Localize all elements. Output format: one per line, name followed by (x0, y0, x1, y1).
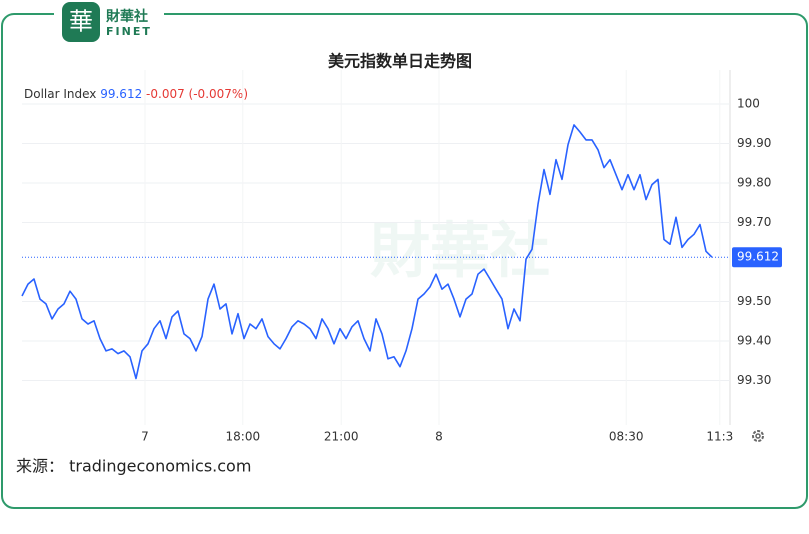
x-tick-label: 11:3 (706, 430, 733, 444)
legend-change: -0.007 (-0.007%) (146, 87, 248, 101)
y-tick-label: 99.90 (737, 136, 771, 150)
x-tick-label: 08:30 (609, 430, 644, 444)
x-tick-label: 18:00 (226, 430, 261, 444)
x-tick-label: 7 (141, 430, 149, 444)
legend-name: Dollar Index (24, 87, 96, 101)
watermark: 財華社 (370, 217, 550, 287)
x-tick-label: 21:00 (324, 430, 359, 444)
settings-icon[interactable] (752, 430, 764, 442)
y-tick-label: 99.50 (737, 294, 771, 308)
y-tick-label: 99.40 (737, 333, 771, 347)
logo-icon (62, 2, 100, 42)
x-tick-label: 8 (435, 430, 443, 444)
chart-title: 美元指数单日走势图 (328, 52, 472, 71)
y-tick-label: 99.70 (737, 215, 771, 229)
current-value-tag (732, 247, 782, 268)
y-tick-label: 99.80 (737, 175, 771, 189)
brand-sub: FINET (106, 25, 152, 38)
current-value-label: 99.612 (737, 250, 779, 264)
legend-value: 99.612 (100, 87, 142, 101)
y-tick-label: 99.30 (737, 373, 771, 387)
line-series (21, 124, 713, 380)
source: 来源： tradingeconomics.com (16, 457, 251, 476)
brand-name: 財華社 (105, 8, 148, 25)
legend: Dollar Index 99.612 -0.007 (-0.007%) (24, 87, 248, 101)
frame (1, 13, 808, 509)
y-tick-label: 100 (737, 96, 760, 110)
logo-glyph: 華 (69, 8, 93, 36)
plot: 99.30 99.40 99.50 99.70 99.80 99.90 100 7 18:00 2… (21, 70, 782, 444)
